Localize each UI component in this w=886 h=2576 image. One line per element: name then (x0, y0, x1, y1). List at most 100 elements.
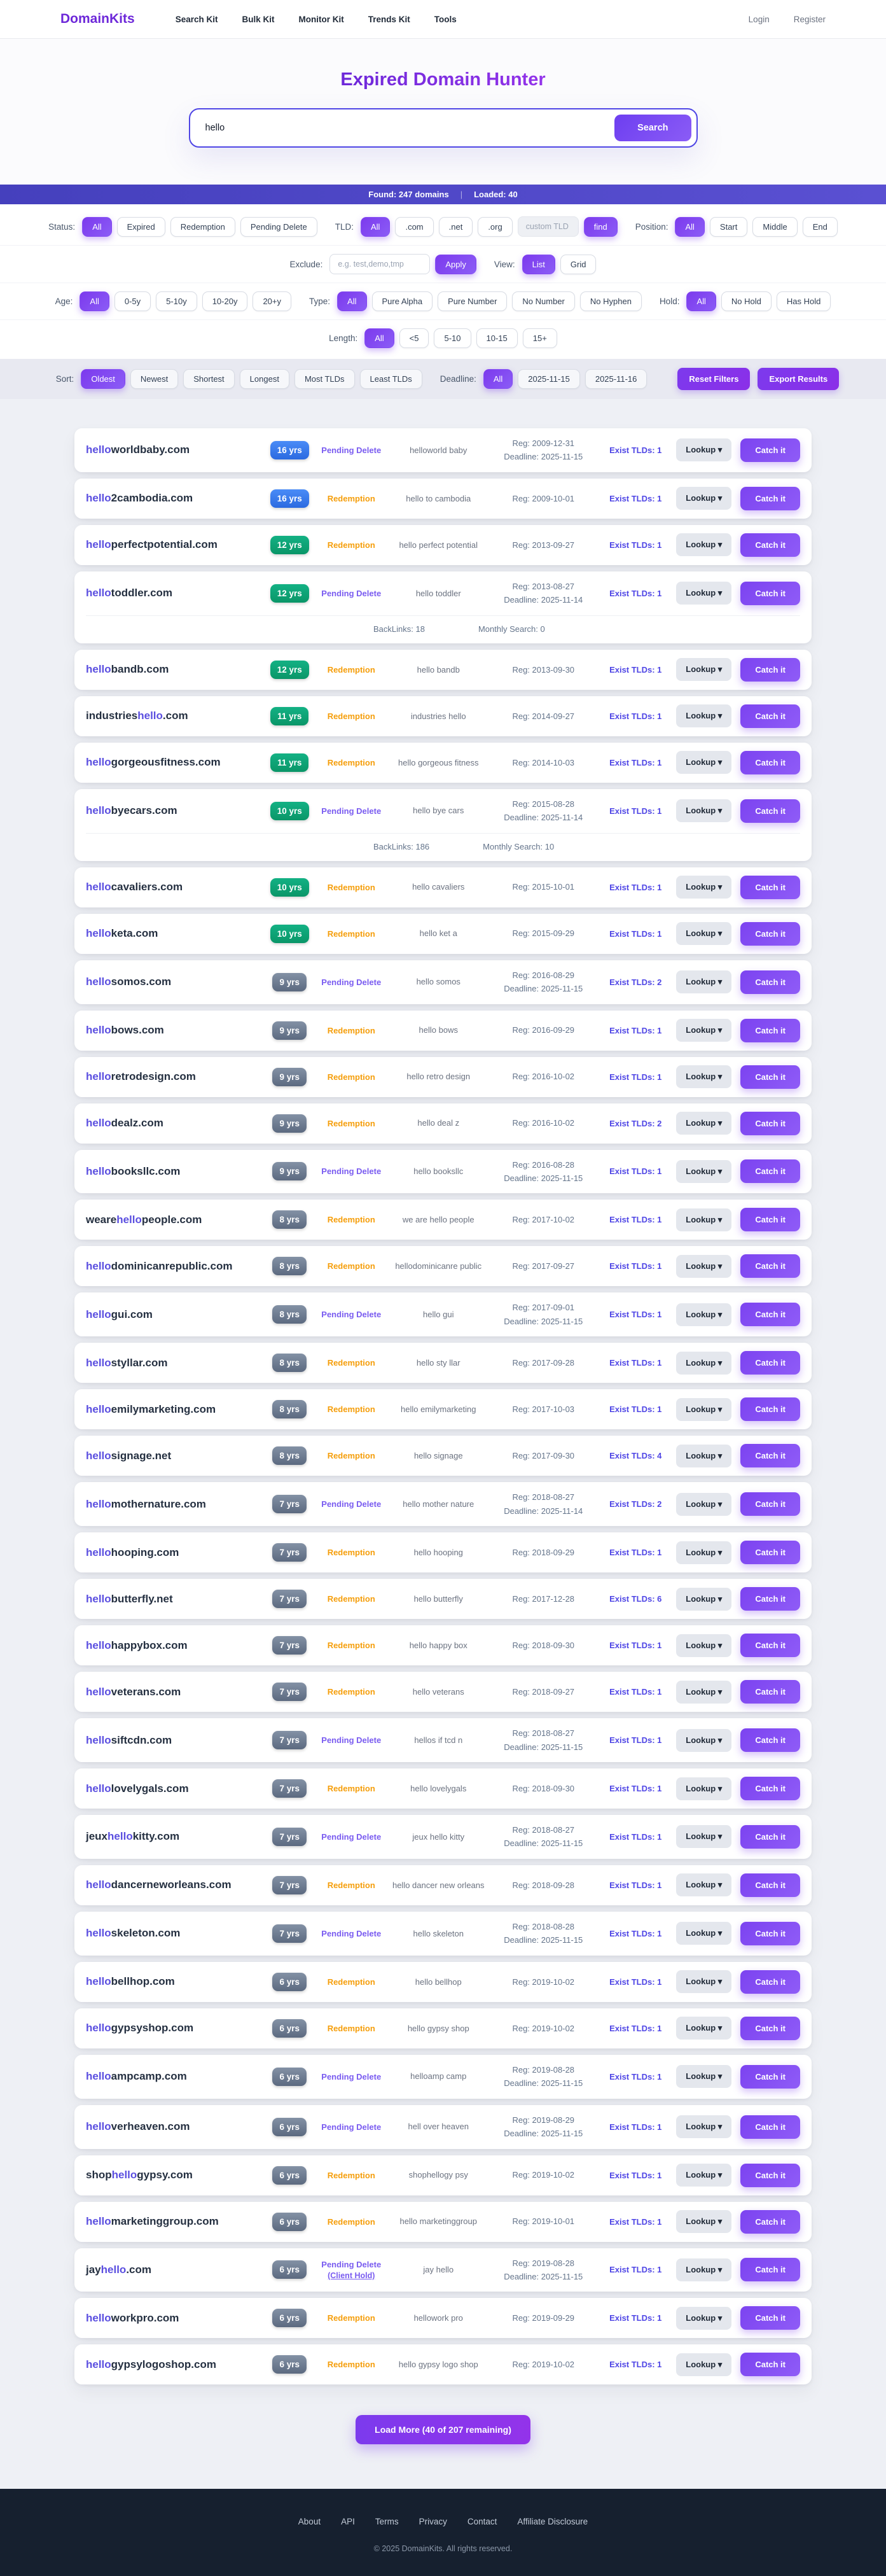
domain-name[interactable]: hellosiftcdn.com (86, 1734, 261, 1747)
catch-it-button[interactable]: Catch it (740, 2209, 800, 2234)
catch-it-button[interactable]: Catch it (740, 875, 800, 899)
exist-tlds-link[interactable]: Exist TLDs: 4 (609, 1451, 662, 1461)
domain-name[interactable]: helloskeleton.com (86, 1927, 261, 1940)
lookup-button[interactable]: Lookup ▾ (676, 799, 732, 823)
domain-name[interactable]: helloworldbaby.com (86, 444, 261, 456)
exist-tlds-link[interactable]: Exist TLDs: 1 (609, 1880, 662, 1890)
lookup-button[interactable]: Lookup ▾ (676, 487, 732, 510)
domain-name[interactable]: hellobellhop.com (86, 1975, 261, 1988)
view-grid[interactable]: Grid (560, 254, 597, 274)
age-10-20[interactable]: 10-20y (202, 291, 248, 311)
domain-name[interactable]: hellogui.com (86, 1308, 261, 1321)
sort-oldest[interactable]: Oldest (81, 369, 125, 389)
type-no-hyphen[interactable]: No Hyphen (579, 291, 642, 311)
catch-it-button[interactable]: Catch it (740, 1634, 800, 1658)
lookup-button[interactable]: Lookup ▾ (676, 582, 732, 605)
position-middle[interactable]: Middle (752, 216, 798, 237)
catch-it-button[interactable]: Catch it (740, 750, 800, 774)
catch-it-button[interactable]: Catch it (740, 533, 800, 557)
catch-it-button[interactable]: Catch it (740, 2163, 800, 2187)
position-start[interactable]: Start (709, 216, 748, 237)
catch-it-button[interactable]: Catch it (740, 486, 800, 510)
age-all[interactable]: All (80, 291, 109, 311)
type-pure-alpha[interactable]: Pure Alpha (371, 291, 433, 311)
deadline-all[interactable]: All (483, 369, 513, 389)
exist-tlds-link[interactable]: Exist TLDs: 1 (609, 1928, 662, 1938)
position-end[interactable]: End (802, 216, 838, 237)
domain-name[interactable]: industrieshello.com (86, 710, 261, 722)
exist-tlds-link[interactable]: Exist TLDs: 1 (609, 1641, 662, 1651)
exist-tlds-link[interactable]: Exist TLDs: 1 (609, 445, 662, 455)
catch-it-button[interactable]: Catch it (740, 1824, 800, 1849)
exist-tlds-link[interactable]: Exist TLDs: 1 (609, 806, 662, 816)
age-0-5[interactable]: 0-5y (114, 291, 151, 311)
exist-tlds-link[interactable]: Exist TLDs: 1 (609, 2170, 662, 2180)
catch-it-button[interactable]: Catch it (740, 657, 800, 682)
catch-it-button[interactable]: Catch it (740, 581, 800, 605)
lookup-button[interactable]: Lookup ▾ (676, 970, 732, 994)
domain-name[interactable]: hellohooping.com (86, 1546, 261, 1559)
sort-least-tlds[interactable]: Least TLDs (359, 369, 422, 389)
age-20-plus[interactable]: 20+y (253, 291, 292, 311)
exist-tlds-link[interactable]: Exist TLDs: 1 (609, 2216, 662, 2227)
lookup-button[interactable]: Lookup ▾ (676, 922, 732, 946)
lookup-button[interactable]: Lookup ▾ (676, 876, 732, 899)
exist-tlds-link[interactable]: Exist TLDs: 1 (609, 2360, 662, 2370)
search-button[interactable]: Search (614, 115, 691, 141)
catch-it-button[interactable]: Catch it (740, 704, 800, 728)
status-pending-delete[interactable]: Pending Delete (240, 216, 317, 237)
lookup-button[interactable]: Lookup ▾ (676, 1254, 732, 1278)
exist-tlds-link[interactable]: Exist TLDs: 1 (609, 1784, 662, 1793)
exist-tlds-link[interactable]: Exist TLDs: 1 (609, 2122, 662, 2132)
exist-tlds-link[interactable]: Exist TLDs: 1 (609, 1310, 662, 1320)
domain-name[interactable]: hellogypsylogoshop.com (86, 2358, 261, 2371)
catch-it-button[interactable]: Catch it (740, 1777, 800, 1800)
exist-tlds-link[interactable]: Exist TLDs: 1 (609, 1687, 662, 1697)
exist-tlds-link[interactable]: Exist TLDs: 1 (609, 1404, 662, 1415)
exist-tlds-link[interactable]: Exist TLDs: 1 (609, 1261, 662, 1271)
domain-name[interactable]: helloworkpro.com (86, 2312, 261, 2325)
sort-longest[interactable]: Longest (239, 369, 289, 389)
catch-it-button[interactable]: Catch it (740, 1444, 800, 1468)
domain-name[interactable]: helloemilymarketing.com (86, 1403, 261, 1416)
lookup-button[interactable]: Lookup ▾ (676, 2258, 732, 2281)
catch-it-button[interactable]: Catch it (740, 2353, 800, 2377)
logo[interactable]: DomainKits (60, 11, 135, 26)
lookup-button[interactable]: Lookup ▾ (676, 1728, 732, 1752)
domain-name[interactable]: hellodancerneworleans.com (86, 1879, 261, 1891)
deadline-2025-11-15[interactable]: 2025-11-15 (518, 369, 580, 389)
reset-filters-button[interactable]: Reset Filters (677, 368, 751, 390)
exist-tlds-link[interactable]: Exist TLDs: 1 (609, 2265, 662, 2275)
catch-it-button[interactable]: Catch it (740, 2115, 800, 2139)
exist-tlds-link[interactable]: Exist TLDs: 1 (609, 1215, 662, 1225)
lookup-button[interactable]: Lookup ▾ (676, 438, 732, 462)
domain-name[interactable]: jayhello.com (86, 2264, 261, 2276)
view-list[interactable]: List (522, 254, 555, 274)
domain-name[interactable]: helloretrodesign.com (86, 1070, 261, 1083)
tld-net[interactable]: .net (438, 216, 473, 237)
domain-name[interactable]: helloveterans.com (86, 1686, 261, 1698)
footer-affiliate-disclosure[interactable]: Affiliate Disclosure (517, 2517, 588, 2527)
type-all[interactable]: All (337, 291, 367, 311)
footer-terms[interactable]: Terms (375, 2517, 399, 2527)
lookup-button[interactable]: Lookup ▾ (676, 2210, 732, 2233)
lookup-button[interactable]: Lookup ▾ (676, 1777, 732, 1800)
find-tld-button[interactable]: find (583, 216, 618, 237)
catch-it-button[interactable]: Catch it (740, 1873, 800, 1897)
lookup-button[interactable]: Lookup ▾ (676, 2115, 732, 2139)
catch-it-button[interactable]: Catch it (740, 1159, 800, 1184)
exist-tlds-link[interactable]: Exist TLDs: 1 (609, 1358, 662, 1368)
catch-it-button[interactable]: Catch it (740, 2064, 800, 2089)
catch-it-button[interactable]: Catch it (740, 438, 800, 462)
hold-all[interactable]: All (686, 291, 716, 311)
catch-it-button[interactable]: Catch it (740, 1728, 800, 1753)
nav-tools[interactable]: Tools (434, 14, 457, 24)
apply-exclude-button[interactable]: Apply (435, 254, 476, 274)
register-link[interactable]: Register (793, 14, 826, 24)
lookup-button[interactable]: Lookup ▾ (676, 1587, 732, 1611)
lookup-button[interactable]: Lookup ▾ (676, 1208, 732, 1231)
lookup-button[interactable]: Lookup ▾ (676, 2164, 732, 2187)
lookup-button[interactable]: Lookup ▾ (676, 1634, 732, 1657)
exist-tlds-link[interactable]: Exist TLDs: 1 (609, 664, 662, 675)
catch-it-button[interactable]: Catch it (740, 970, 800, 994)
